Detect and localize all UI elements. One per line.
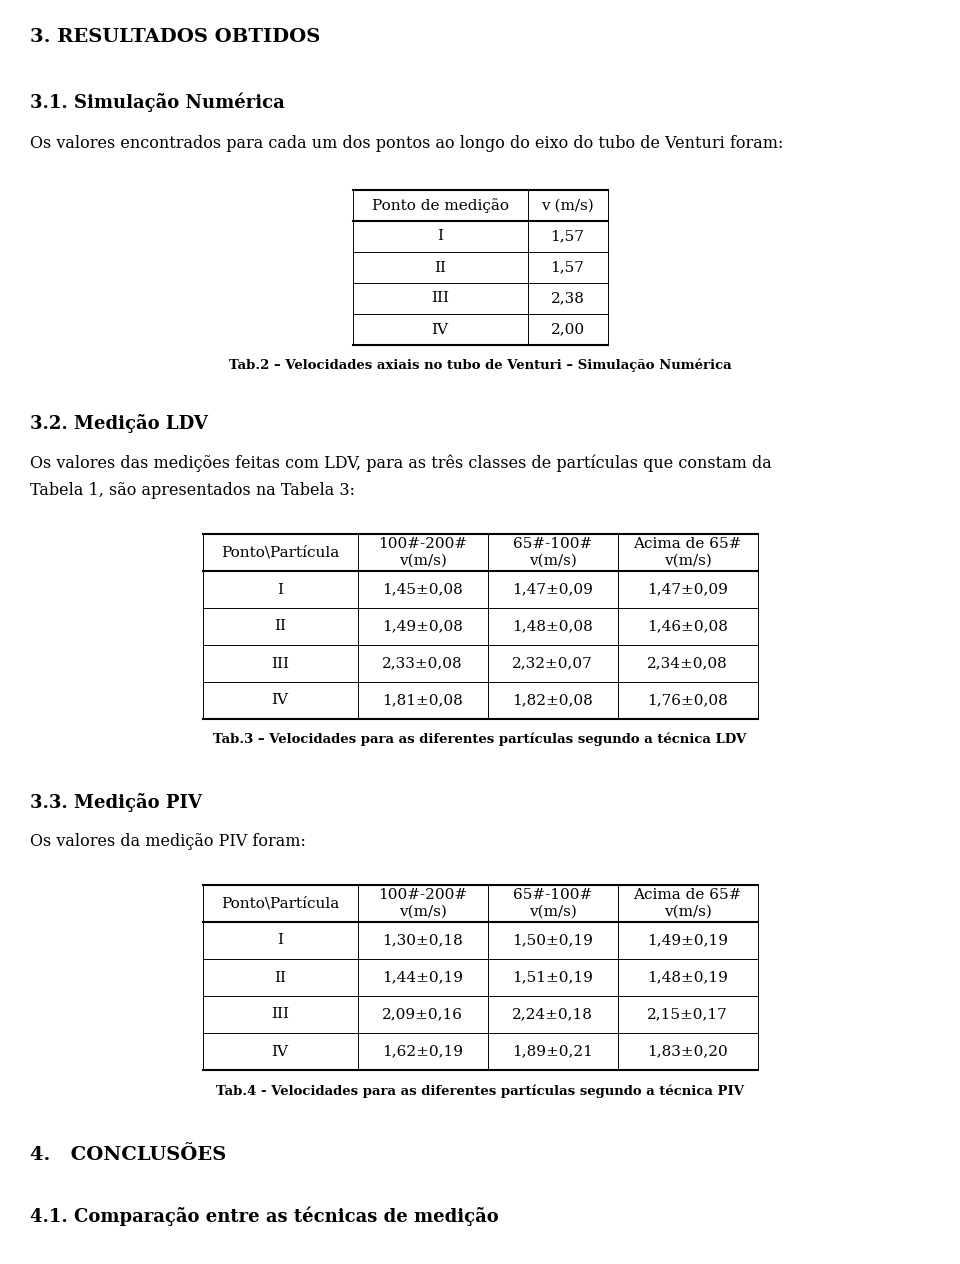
Text: 1,57: 1,57 (551, 260, 585, 274)
Text: 1,51±0,19: 1,51±0,19 (512, 971, 593, 985)
Text: 4.   CONCLUSÕES: 4. CONCLUSÕES (30, 1146, 227, 1164)
Text: 1,30±0,18: 1,30±0,18 (382, 934, 463, 948)
Text: 1,83±0,20: 1,83±0,20 (647, 1044, 728, 1058)
Text: 1,62±0,19: 1,62±0,19 (382, 1044, 463, 1058)
Text: IV: IV (272, 694, 289, 708)
Text: III: III (271, 656, 289, 670)
Text: I: I (277, 583, 283, 597)
Text: 1,50±0,19: 1,50±0,19 (512, 934, 593, 948)
Text: 1,57: 1,57 (551, 230, 585, 244)
Text: Tabela 1, são apresentados na Tabela 3:: Tabela 1, são apresentados na Tabela 3: (30, 482, 355, 499)
Text: v(m/s): v(m/s) (398, 905, 446, 919)
Text: v(m/s): v(m/s) (529, 554, 576, 568)
Text: 1,49±0,19: 1,49±0,19 (647, 934, 728, 948)
Text: 1,47±0,09: 1,47±0,09 (512, 583, 593, 597)
Text: v(m/s): v(m/s) (398, 554, 446, 568)
Text: Os valores encontrados para cada um dos pontos ao longo do eixo do tubo de Ventu: Os valores encontrados para cada um dos … (30, 135, 783, 152)
Text: v(m/s): v(m/s) (529, 905, 576, 919)
Text: 3.1. Simulação Numérica: 3.1. Simulação Numérica (30, 94, 285, 112)
Text: 1,47±0,09: 1,47±0,09 (647, 583, 728, 597)
Text: 3. RESULTADOS OBTIDOS: 3. RESULTADOS OBTIDOS (30, 28, 321, 46)
Text: Ponto\Partícula: Ponto\Partícula (221, 896, 339, 910)
Text: 65#-100#: 65#-100# (513, 537, 592, 551)
Text: II: II (434, 260, 446, 274)
Text: I: I (277, 934, 283, 948)
Text: 100#-200#: 100#-200# (378, 537, 468, 551)
Text: 2,38: 2,38 (551, 292, 585, 306)
Text: Tab.3 – Velocidades para as diferentes partículas segundo a técnica LDV: Tab.3 – Velocidades para as diferentes p… (213, 733, 747, 747)
Text: 1,89±0,21: 1,89±0,21 (512, 1044, 593, 1058)
Text: Acima de 65#: Acima de 65# (634, 537, 742, 551)
Text: 2,09±0,16: 2,09±0,16 (382, 1007, 463, 1021)
Text: IV: IV (431, 322, 448, 336)
Text: IV: IV (272, 1044, 289, 1058)
Text: I: I (437, 230, 443, 244)
Text: 65#-100#: 65#-100# (513, 889, 592, 902)
Text: 2,34±0,08: 2,34±0,08 (647, 656, 728, 670)
Text: Tab.2 – Velocidades axiais no tubo de Venturi – Simulação Numérica: Tab.2 – Velocidades axiais no tubo de Ve… (228, 359, 732, 373)
Text: 2,24±0,18: 2,24±0,18 (512, 1007, 593, 1021)
Text: 1,48±0,19: 1,48±0,19 (647, 971, 728, 985)
Text: 3.2. Medição LDV: 3.2. Medição LDV (30, 415, 208, 434)
Text: 3.3. Medição PIV: 3.3. Medição PIV (30, 793, 202, 811)
Text: 1,46±0,08: 1,46±0,08 (647, 619, 728, 633)
Text: Ponto\Partícula: Ponto\Partícula (221, 546, 339, 560)
Text: 100#-200#: 100#-200# (378, 889, 468, 902)
Text: 1,81±0,08: 1,81±0,08 (382, 694, 463, 708)
Text: 1,48±0,08: 1,48±0,08 (512, 619, 593, 633)
Text: v(m/s): v(m/s) (663, 905, 711, 919)
Text: Os valores da medição PIV foram:: Os valores da medição PIV foram: (30, 833, 306, 849)
Text: III: III (431, 292, 449, 306)
Text: Acima de 65#: Acima de 65# (634, 889, 742, 902)
Text: 1,49±0,08: 1,49±0,08 (382, 619, 463, 633)
Text: 1,45±0,08: 1,45±0,08 (382, 583, 463, 597)
Text: v (m/s): v (m/s) (541, 198, 594, 212)
Text: v(m/s): v(m/s) (663, 554, 711, 568)
Text: II: II (274, 619, 286, 633)
Text: Os valores das medições feitas com LDV, para as três classes de partículas que c: Os valores das medições feitas com LDV, … (30, 454, 772, 471)
Text: 2,33±0,08: 2,33±0,08 (382, 656, 463, 670)
Text: 1,82±0,08: 1,82±0,08 (512, 694, 593, 708)
Text: III: III (271, 1007, 289, 1021)
Text: II: II (274, 971, 286, 985)
Text: 1,76±0,08: 1,76±0,08 (647, 694, 728, 708)
Text: Tab.4 - Velocidades para as diferentes partículas segundo a técnica PIV: Tab.4 - Velocidades para as diferentes p… (216, 1085, 744, 1097)
Text: 1,44±0,19: 1,44±0,19 (382, 971, 463, 985)
Text: 2,15±0,17: 2,15±0,17 (647, 1007, 728, 1021)
Text: 2,32±0,07: 2,32±0,07 (512, 656, 593, 670)
Text: Ponto de medição: Ponto de medição (372, 198, 509, 212)
Text: 2,00: 2,00 (550, 322, 585, 336)
Text: 4.1. Comparação entre as técnicas de medição: 4.1. Comparação entre as técnicas de med… (30, 1206, 499, 1226)
